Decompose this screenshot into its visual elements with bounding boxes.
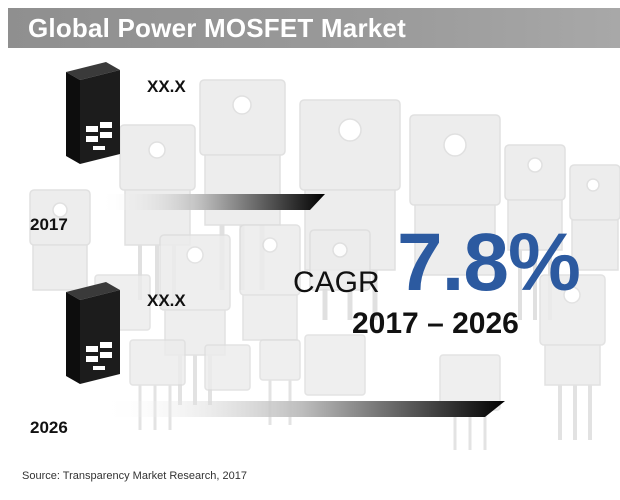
- value-2017: XX.X: [147, 77, 186, 96]
- year-2026: 2026: [30, 418, 68, 437]
- mosfet-chip-icon: [66, 282, 120, 384]
- source-note: Source: Transparency Market Research, 20…: [22, 470, 248, 482]
- cagr-label: CAGR: [293, 266, 380, 299]
- mosfet-chip-icon: [66, 62, 120, 164]
- title-bar: Global Power MOSFET Market: [8, 8, 620, 48]
- cagr-value: 7.8%: [397, 217, 581, 308]
- cagr-period: 2017 – 2026: [352, 307, 519, 340]
- mosfet-background-illustration: [29, 79, 620, 450]
- year-2017: 2017: [30, 215, 68, 234]
- page-title: Global Power MOSFET Market: [28, 13, 406, 43]
- bar-2017: [100, 194, 325, 210]
- value-2026: XX.X: [147, 291, 186, 310]
- bar-2026: [100, 401, 505, 417]
